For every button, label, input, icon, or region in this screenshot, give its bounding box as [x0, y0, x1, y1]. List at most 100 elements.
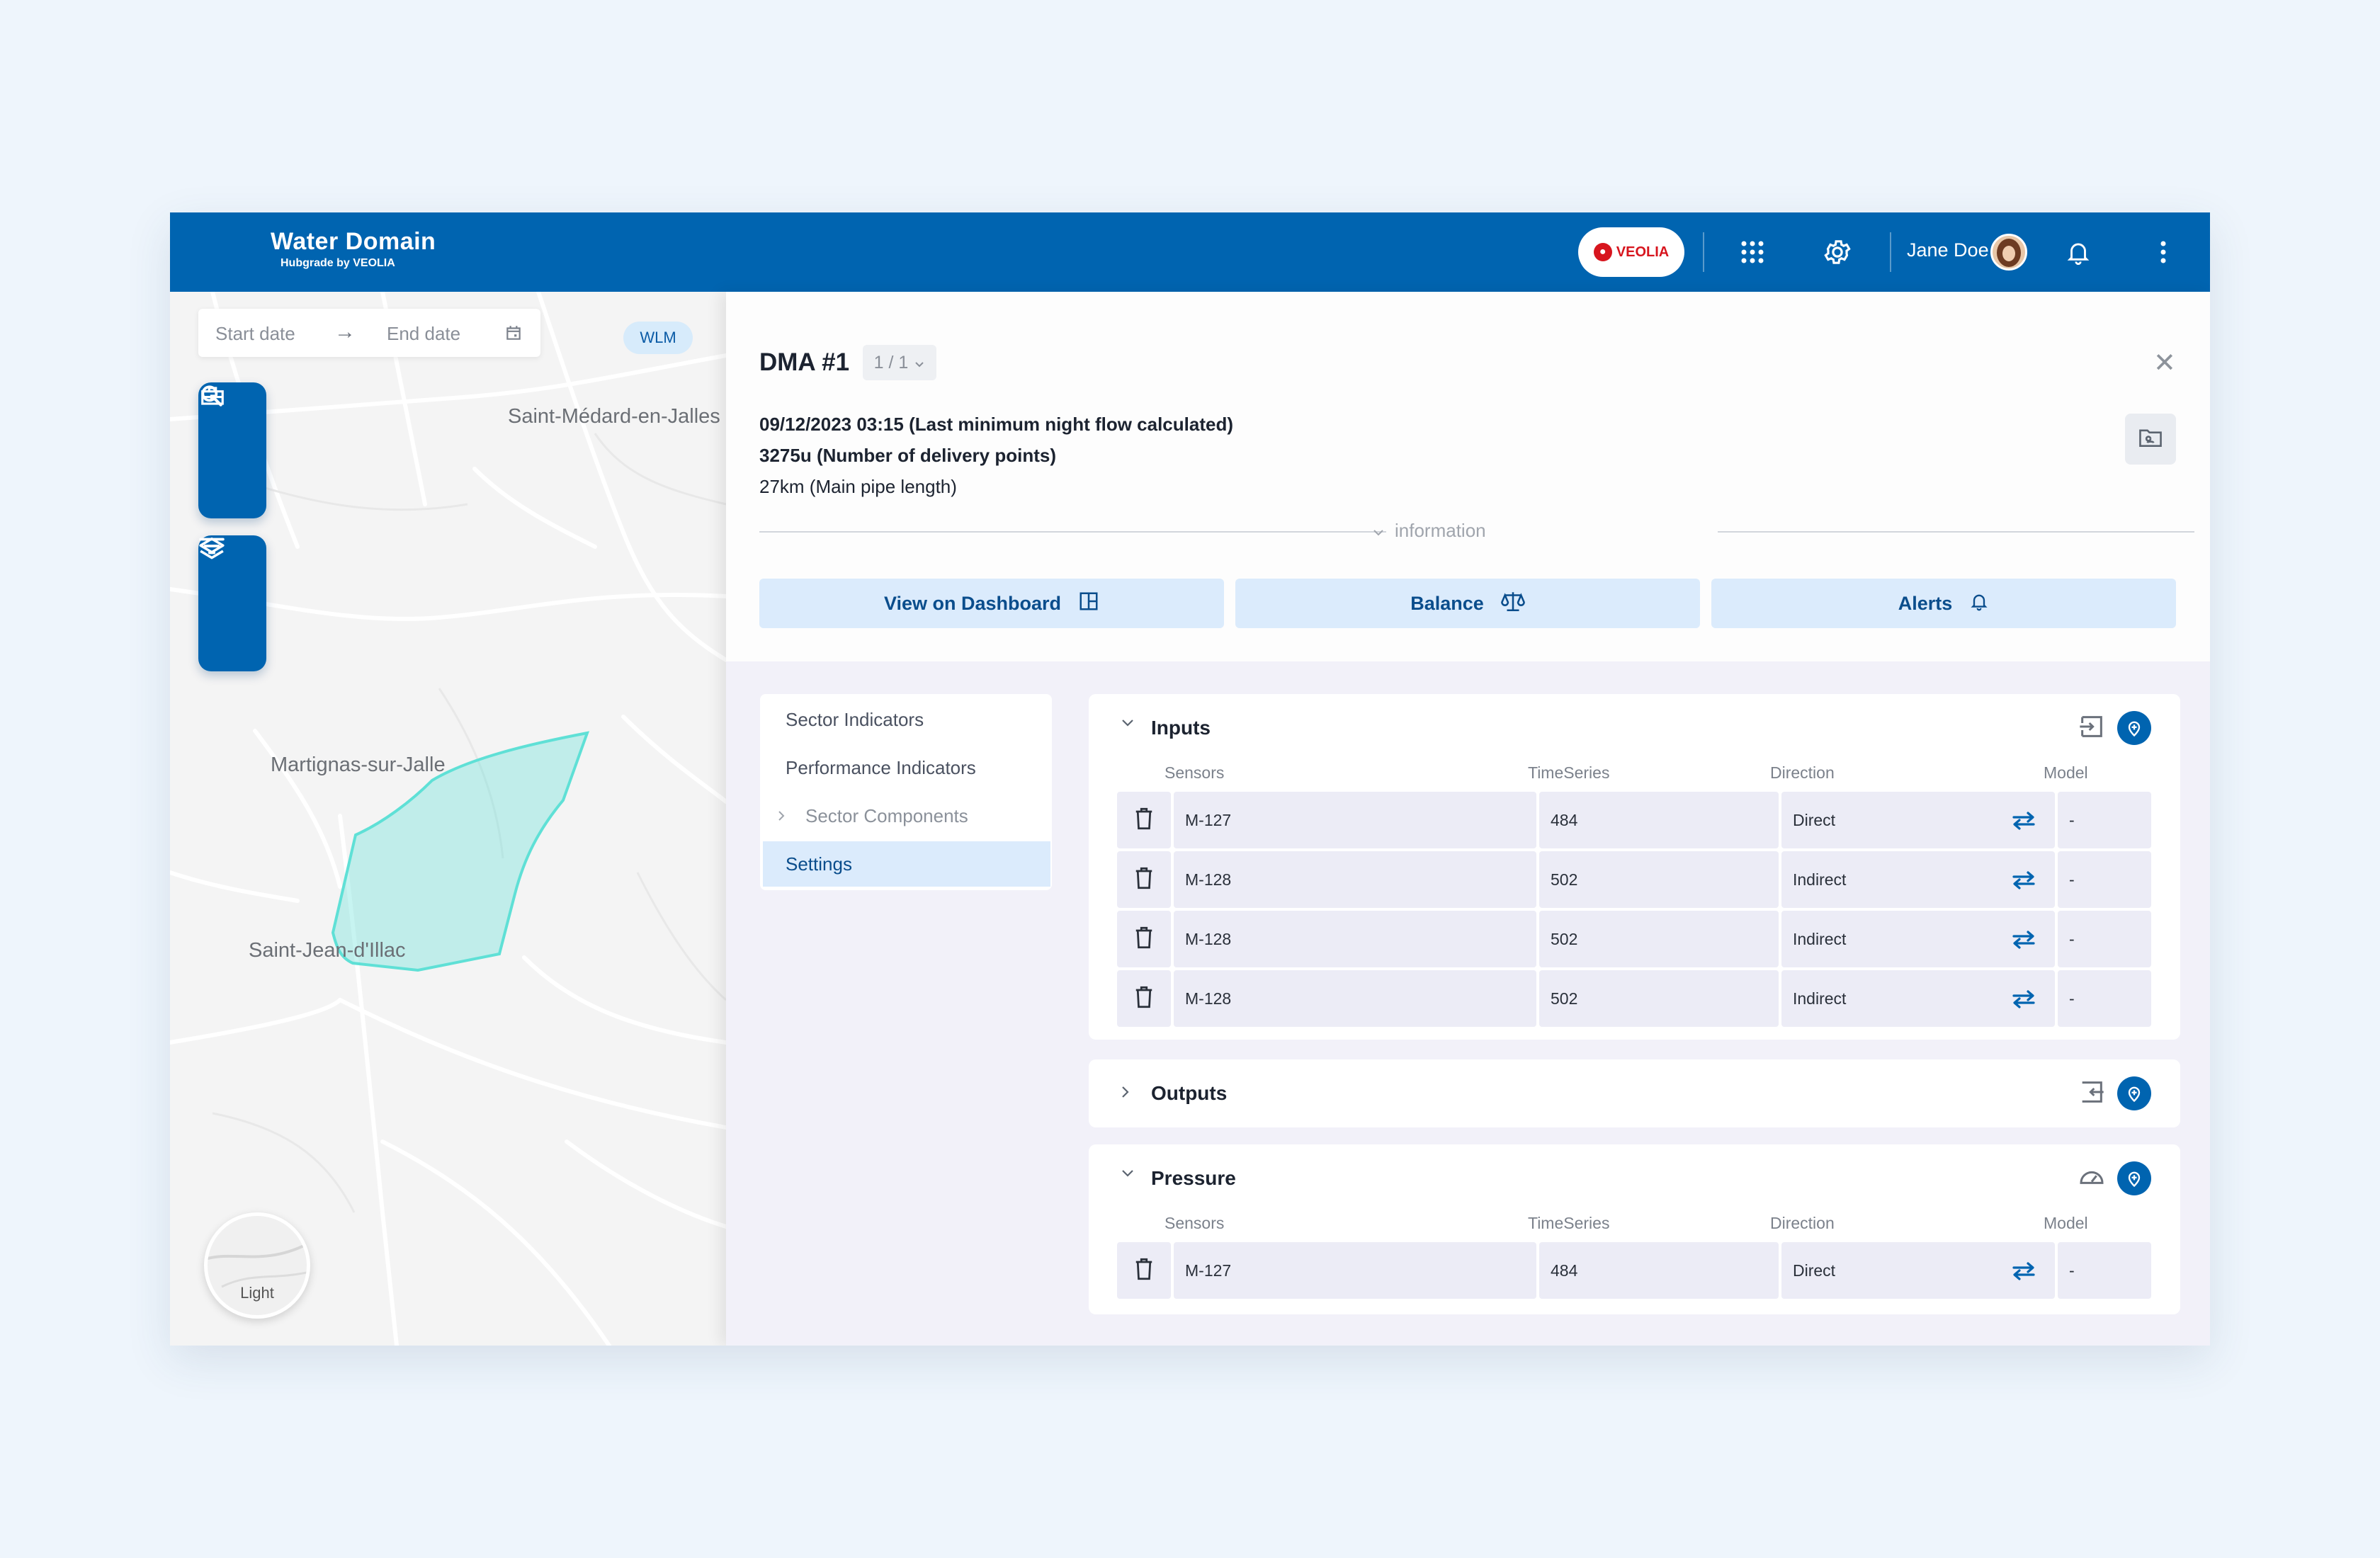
sensor-cell[interactable]: M-128 [1174, 911, 1536, 967]
col-sensors: Sensors [1164, 763, 1225, 782]
wlm-badge[interactable]: WLM [623, 322, 693, 354]
end-date-input[interactable]: End date [387, 323, 461, 344]
chevron-down-icon[interactable] [1121, 1168, 1135, 1182]
top-bar: Water Domain Hubgrade by VEOLIA ● VEOLIA… [170, 212, 2210, 292]
chevron-down-icon[interactable] [1121, 718, 1135, 732]
trash-icon [1133, 926, 1155, 953]
col-timeseries: TimeSeries [1528, 763, 1610, 782]
nav-sector-components[interactable]: Sector Components [760, 793, 1052, 838]
gear-icon[interactable] [1818, 232, 1857, 272]
bell-icon[interactable] [2058, 232, 2098, 272]
sensor-cell[interactable]: M-128 [1174, 970, 1536, 1027]
model-cell[interactable]: - [2058, 851, 2151, 908]
col-model: Model [2044, 763, 2088, 782]
direction-cell: Indirect [1781, 851, 2055, 908]
section-nav: Sector Indicators Performance Indicators… [760, 694, 1052, 890]
nav-performance-indicators[interactable]: Performance Indicators [786, 757, 976, 778]
divider [759, 531, 1386, 533]
col-sensors: Sensors [1164, 1214, 1225, 1232]
add-sensor-button[interactable] [2117, 711, 2151, 745]
swap-direction-icon[interactable] [2010, 870, 2038, 891]
trash-icon [1133, 866, 1155, 894]
nav-settings[interactable]: Settings [763, 841, 1050, 887]
brand-logo[interactable]: Water Domain Hubgrade by VEOLIA [271, 228, 436, 270]
chevron-right-icon[interactable] [1121, 1085, 1130, 1103]
input-arrow-icon[interactable] [2078, 712, 2106, 744]
table-row: M-127 484 Direct - [1117, 792, 2151, 848]
user-name[interactable]: Jane Doe [1907, 239, 1989, 261]
layers-button[interactable] [198, 538, 266, 671]
inputs-title: Inputs [1151, 717, 1211, 739]
pager-select[interactable]: 1 / 1 [863, 345, 936, 380]
delete-button[interactable] [1117, 851, 1171, 908]
close-icon[interactable]: ✕ [2153, 348, 2176, 378]
model-cell[interactable]: - [2058, 970, 2151, 1027]
balance-label: Balance [1410, 592, 1484, 614]
brand-subtitle: Hubgrade by VEOLIA [280, 257, 395, 269]
swap-direction-icon[interactable] [2010, 929, 2038, 950]
add-sensor-button[interactable] [2117, 1076, 2151, 1110]
scale-icon [1500, 590, 1525, 618]
chevron-down-icon [914, 353, 925, 373]
sensor-cell[interactable]: M-127 [1174, 792, 1536, 848]
output-arrow-icon[interactable] [2078, 1078, 2106, 1110]
alerts-button[interactable]: Alerts [1711, 579, 2176, 628]
col-timeseries: TimeSeries [1528, 1214, 1610, 1232]
model-cell[interactable]: - [2058, 792, 2151, 848]
veolia-switch-button[interactable]: ● VEOLIA [1578, 227, 1684, 277]
timeseries-cell[interactable]: 502 [1539, 911, 1779, 967]
delete-button[interactable] [1117, 911, 1171, 967]
basemap-switcher[interactable]: Light [204, 1212, 310, 1319]
direction-label: Indirect [1793, 989, 1847, 1008]
map-roads [170, 292, 726, 1346]
apps-grid-icon[interactable] [1733, 232, 1772, 272]
model-cell[interactable]: - [2058, 911, 2151, 967]
view-on-dashboard-button[interactable]: View on Dashboard [759, 579, 1224, 628]
information-toggle[interactable]: information [1372, 520, 1486, 542]
alerts-label: Alerts [1898, 592, 1953, 614]
nav-sector-indicators[interactable]: Sector Indicators [786, 709, 924, 730]
table-row: M-128 502 Indirect - [1117, 911, 2151, 967]
timeseries-cell[interactable]: 484 [1539, 1242, 1779, 1299]
trash-icon [1133, 985, 1155, 1013]
outputs-title: Outputs [1151, 1082, 1228, 1104]
map-layers-group [198, 535, 266, 671]
folder-button[interactable] [2125, 414, 2176, 465]
map-view[interactable]: Start date → End date WLM Saint-Médard [170, 292, 726, 1346]
trash-icon [1133, 807, 1155, 834]
delete-button[interactable] [1117, 970, 1171, 1027]
sensor-cell[interactable]: M-127 [1174, 1242, 1536, 1299]
panel-header: DMA #1 1 / 1 ✕ 09/12/2023 03:15 (Last mi… [726, 292, 2210, 661]
toolbox-button[interactable] [198, 387, 266, 518]
page-title: DMA #1 [759, 348, 850, 376]
more-vertical-icon[interactable] [2143, 232, 2183, 272]
swap-direction-icon[interactable] [2010, 1261, 2038, 1282]
outputs-actions [2078, 1076, 2151, 1110]
dma-detail-panel: DMA #1 1 / 1 ✕ 09/12/2023 03:15 (Last mi… [726, 292, 2210, 1346]
start-date-input[interactable]: Start date [215, 323, 295, 344]
divider [1718, 531, 2194, 533]
balance-button[interactable]: Balance [1235, 579, 1700, 628]
info-delivery-points: 3275u (Number of delivery points) [759, 445, 1056, 466]
timeseries-cell[interactable]: 484 [1539, 792, 1779, 848]
timeseries-cell[interactable]: 502 [1539, 970, 1779, 1027]
direction-label: Direct [1793, 811, 1836, 829]
sensor-cell[interactable]: M-128 [1174, 851, 1536, 908]
direction-label: Indirect [1793, 870, 1847, 889]
swap-direction-icon[interactable] [2010, 810, 2038, 831]
direction-cell: Direct [1781, 1242, 2055, 1299]
delete-button[interactable] [1117, 792, 1171, 848]
date-range-picker[interactable]: Start date → End date [198, 309, 540, 357]
model-cell[interactable]: - [2058, 1242, 2151, 1299]
add-sensor-button[interactable] [2117, 1161, 2151, 1195]
brand-title: Water Domain [271, 228, 436, 255]
dma-polygon[interactable] [331, 731, 590, 972]
gauge-icon[interactable] [2078, 1163, 2106, 1195]
avatar[interactable] [1990, 234, 2027, 271]
timeseries-cell[interactable]: 502 [1539, 851, 1779, 908]
swap-direction-icon[interactable] [2010, 989, 2038, 1010]
outputs-card: Outputs [1089, 1059, 2180, 1127]
view-on-dashboard-label: View on Dashboard [883, 592, 1062, 614]
delete-button[interactable] [1117, 1242, 1171, 1299]
inputs-card: Inputs Sensors TimeSeries Direction Mode… [1089, 694, 2180, 1040]
